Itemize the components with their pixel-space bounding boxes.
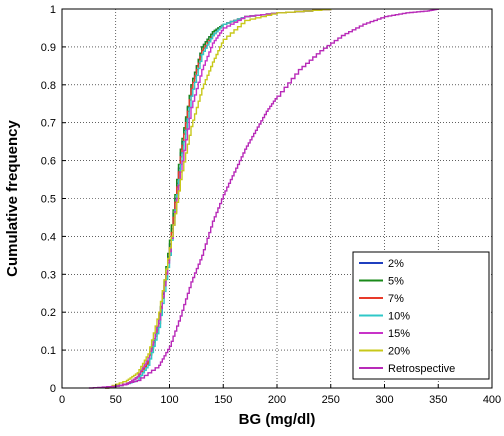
y-tick-label: 1 <box>50 4 56 16</box>
x-tick-label: 400 <box>483 394 501 406</box>
x-tick-label: 50 <box>110 394 122 406</box>
legend-label: 7% <box>388 293 404 305</box>
y-axis-label: Cumulative frequency <box>4 119 21 276</box>
y-tick-label: 0.1 <box>41 345 56 357</box>
y-tick-label: 0.9 <box>41 42 56 54</box>
legend: 2% 5% 7% 10% 15% 20% Retrospective <box>352 251 490 380</box>
legend-label: 5% <box>388 276 404 288</box>
y-tick-label: 0.4 <box>41 231 56 243</box>
y-tick-label: 0.7 <box>41 118 56 130</box>
tick-layer: 0 50 100 150 200 250 300 350 400 0 0.1 0.2 0.3 0.4 0.5… <box>41 4 501 406</box>
legend-label: 10% <box>388 311 410 323</box>
series-line-6 <box>88 8 439 389</box>
series-line-5 <box>105 8 332 389</box>
y-tick-label: 0.2 <box>41 307 56 319</box>
legend-label: 20% <box>388 346 410 358</box>
legend-label: 2% <box>388 258 404 270</box>
y-tick-label: 0.8 <box>41 80 56 92</box>
x-tick-label: 350 <box>429 394 447 406</box>
y-tick-label: 0.5 <box>41 194 56 206</box>
legend-label: Retrospective <box>388 363 455 375</box>
x-tick-label: 100 <box>160 394 178 406</box>
x-tick-label: 250 <box>322 394 340 406</box>
x-tick-label: 0 <box>59 394 65 406</box>
x-tick-label: 150 <box>214 394 232 406</box>
x-tick-label: 200 <box>268 394 286 406</box>
y-tick-label: 0 <box>50 383 56 395</box>
y-tick-label: 0.3 <box>41 269 56 281</box>
series-layer <box>88 8 439 389</box>
x-axis-label: BG (mg/dl) <box>239 411 316 428</box>
legend-label: 15% <box>388 328 410 340</box>
x-tick-label: 300 <box>375 394 393 406</box>
y-tick-label: 0.6 <box>41 156 56 168</box>
